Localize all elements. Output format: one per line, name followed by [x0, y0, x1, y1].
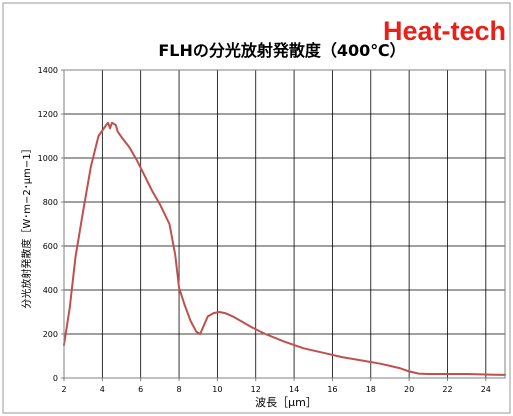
x-tick-label: 14: [289, 385, 299, 394]
y-tick-label: 800: [43, 198, 58, 207]
series-layer: [63, 121, 506, 376]
x-tick-label: 12: [251, 385, 261, 394]
y-tick-label: 1200: [38, 110, 58, 119]
x-tick-label: 2: [61, 385, 66, 394]
y-tick-label: 1400: [38, 66, 58, 75]
plot-frame: [63, 69, 506, 379]
x-tick-label: 8: [176, 385, 181, 394]
y-tick-label: 0: [53, 374, 58, 383]
y-tick-label: 600: [43, 242, 58, 251]
y-tick-label: 200: [43, 330, 58, 339]
grid: [61, 69, 505, 381]
x-tick-label: 20: [404, 385, 414, 394]
tick-labels: 2 4 6 8 10 12 14 16 18 20 22 2402004006008001000120…: [38, 66, 491, 394]
x-tick-label: 10: [212, 385, 222, 394]
x-tick-label: 4: [100, 385, 105, 394]
brand-logo: Heat-tech: [383, 16, 506, 46]
x-tick-label: 22: [442, 385, 452, 394]
x-tick-label: 24: [481, 385, 491, 394]
y-axis-label: 分光放射発散度［W･m−2･μm−1］: [20, 143, 33, 308]
x-axis-label: 波長［μm］: [255, 396, 317, 409]
x-tick-label: 16: [327, 385, 337, 394]
y-tick-label: 1000: [38, 154, 58, 163]
chart-title: FLHの分光放射発散度（400℃）: [158, 41, 405, 60]
x-tick-label: 18: [366, 385, 376, 394]
x-tick-label: 6: [138, 385, 143, 394]
y-tick-label: 400: [43, 286, 58, 295]
series-line: [63, 121, 506, 376]
